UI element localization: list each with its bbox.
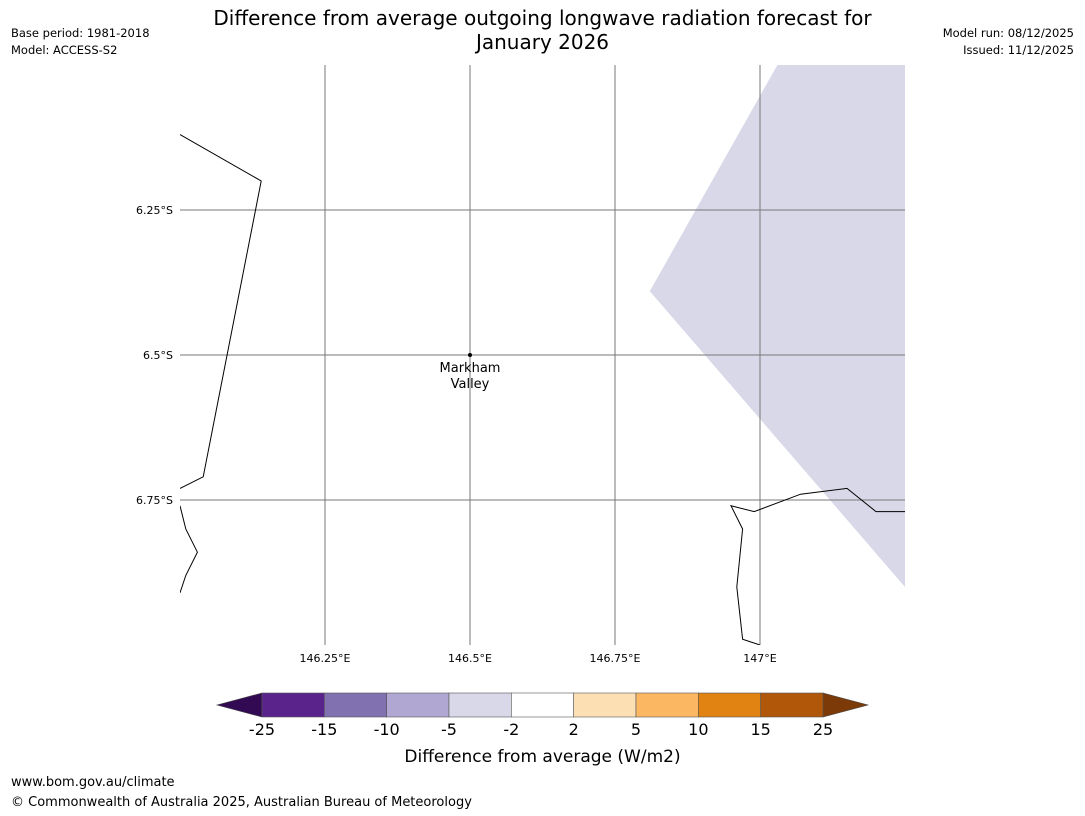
- colorbar-tick-label: -25: [249, 720, 275, 739]
- colorbar-tick-label: 5: [631, 720, 641, 739]
- colorbar-segment: [760, 692, 824, 718]
- place-label-line-2: Valley: [451, 377, 490, 392]
- colorbar-segment: [698, 692, 761, 718]
- colorbar-tick-label: 15: [750, 720, 770, 739]
- coastline: [730, 487, 905, 645]
- colorbar-segment: [511, 692, 574, 718]
- map-content: [180, 65, 905, 645]
- place-marker: [468, 353, 472, 357]
- longitude-label: 146.5°E: [448, 652, 492, 665]
- title-line-2: January 2026: [475, 30, 610, 54]
- colorbar-over-arrow: [822, 692, 870, 718]
- coastline: [180, 134, 262, 489]
- map-title: Difference from average outgoing longwav…: [180, 6, 905, 54]
- colorbar-segment: [448, 692, 512, 718]
- colorbar-tick-label: 10: [688, 720, 708, 739]
- title-line-1: Difference from average outgoing longwav…: [213, 6, 872, 30]
- base-period: Base period: 1981-2018: [11, 26, 150, 40]
- colorbar-segment: [324, 692, 387, 718]
- model-run: Model run: 08/12/2025: [942, 26, 1074, 40]
- longitude-label: 146.75°E: [590, 652, 641, 665]
- colorbar-tick-label: -5: [441, 720, 457, 739]
- meta-right: Model run: 08/12/2025 Issued: 11/12/2025: [943, 25, 1074, 59]
- model-name: Model: ACCESS-S2: [11, 43, 118, 57]
- colorbar-segment: [261, 692, 325, 718]
- colorbar-segment: [635, 692, 699, 718]
- issued-date: Issued: 11/12/2025: [963, 43, 1074, 57]
- place-label-line-1: Markham: [440, 361, 501, 376]
- longitude-label: 147°E: [743, 652, 776, 665]
- colorbar-tick-label: 2: [569, 720, 579, 739]
- colorbar-tick-label: -10: [374, 720, 400, 739]
- meta-left: Base period: 1981-2018 Model: ACCESS-S2: [11, 25, 150, 59]
- anomaly-region: [649, 65, 905, 587]
- footer-copyright: © Commonwealth of Australia 2025, Austra…: [11, 795, 472, 810]
- colorbar-segment: [386, 692, 450, 718]
- colorbar-tick-label: 25: [813, 720, 833, 739]
- colorbar-under-arrow: [215, 692, 263, 718]
- latitude-label: 6.75°S: [136, 494, 173, 507]
- colorbar-title: Difference from average (W/m2): [404, 747, 680, 767]
- longitude-label: 146.25°E: [300, 652, 351, 665]
- colorbar-tick-label: -2: [503, 720, 519, 739]
- colorbar-segment: [573, 692, 637, 718]
- colorbar-tick-label: -15: [311, 720, 337, 739]
- latitude-label: 6.5°S: [143, 349, 173, 362]
- footer-url: www.bom.gov.au/climate: [11, 775, 175, 790]
- latitude-label: 6.25°S: [136, 204, 173, 217]
- coastline: [180, 505, 198, 593]
